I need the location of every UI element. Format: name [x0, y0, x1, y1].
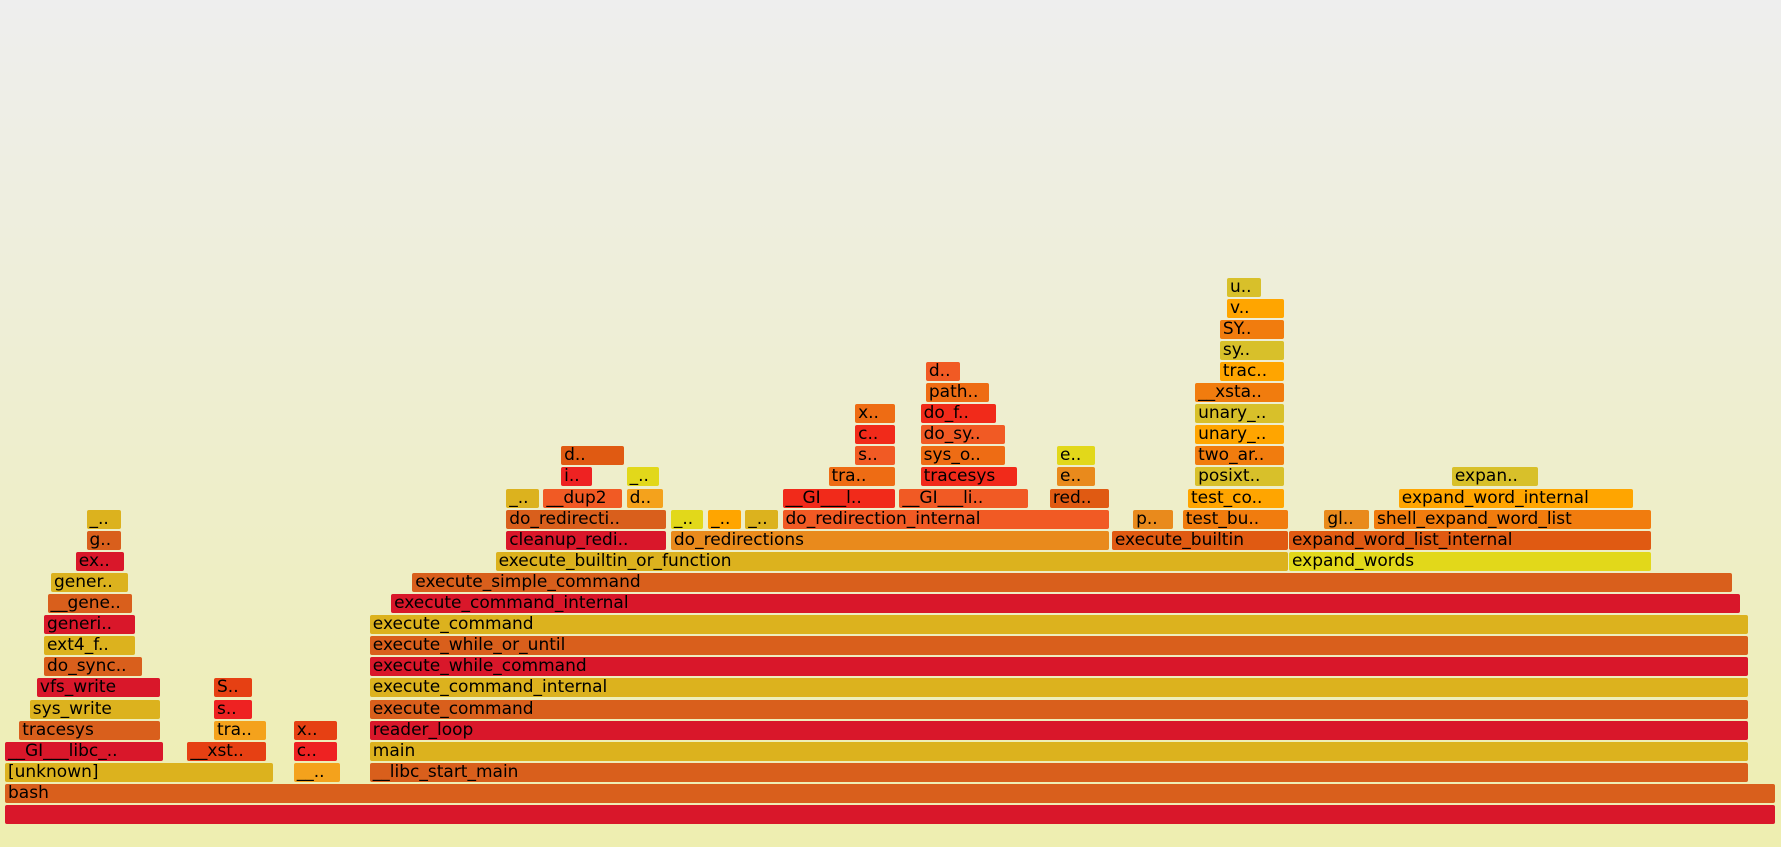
flame-frame[interactable]: sy.. — [1219, 340, 1285, 360]
flame-frame[interactable]: tra.. — [828, 467, 895, 487]
flame-frame[interactable]: expand_words — [1289, 551, 1652, 571]
flame-frame[interactable]: d.. — [561, 446, 624, 466]
flame-frame[interactable]: gl.. — [1324, 509, 1370, 529]
flame-frame[interactable]: __libc_start_main — [369, 762, 1749, 782]
flame-frame[interactable]: _.. — [506, 488, 539, 508]
flame-frame[interactable]: __.. — [293, 762, 341, 782]
flame-frame[interactable]: execute_command_internal — [369, 678, 1749, 698]
flame-frame[interactable]: main — [369, 741, 1749, 761]
flame-frame[interactable]: tracesys — [19, 720, 160, 740]
flame-frame[interactable]: execute_command — [369, 615, 1749, 635]
flame-frame[interactable]: _.. — [86, 509, 121, 529]
flame-frame[interactable]: posixt.. — [1195, 467, 1285, 487]
flame-frame[interactable]: x.. — [293, 720, 337, 740]
flame-frame[interactable]: c.. — [855, 425, 895, 445]
flame-frame[interactable]: u.. — [1227, 277, 1262, 297]
flame-frame[interactable]: d.. — [925, 361, 961, 381]
flame-frame[interactable]: v.. — [1227, 298, 1285, 318]
flame-frame[interactable]: expand_word_list_internal — [1289, 530, 1652, 550]
flame-frame[interactable]: execute_builtin_or_function — [495, 551, 1288, 571]
flame-frame[interactable]: sys_o.. — [920, 446, 1005, 466]
flame-frame[interactable]: _.. — [670, 509, 704, 529]
flame-frame[interactable]: x.. — [855, 404, 895, 424]
flame-frame[interactable]: test_co.. — [1188, 488, 1285, 508]
flame-frame[interactable]: two_ar.. — [1195, 446, 1285, 466]
flame-frame[interactable]: _.. — [708, 509, 741, 529]
flame-frame[interactable]: g.. — [86, 530, 121, 550]
flame-frame[interactable]: _.. — [745, 509, 778, 529]
flame-frame[interactable]: execute_builtin — [1111, 530, 1288, 550]
flame-frame[interactable]: ex.. — [75, 551, 125, 571]
flame-frame[interactable]: red.. — [1049, 488, 1110, 508]
flame-frame[interactable]: unary_.. — [1195, 404, 1285, 424]
flame-frame[interactable]: e.. — [1057, 467, 1095, 487]
flame-frame[interactable]: expand_word_internal — [1398, 488, 1634, 508]
flame-frame[interactable]: shell_expand_word_list — [1374, 509, 1651, 529]
flame-frame[interactable]: __xst.. — [187, 741, 267, 761]
flame-frame[interactable]: do_sync.. — [44, 657, 143, 677]
flame-frame[interactable]: i.. — [561, 467, 592, 487]
flame-frame[interactable]: __dup2 — [543, 488, 623, 508]
flame-frame[interactable]: __gene.. — [47, 594, 132, 613]
flame-frame[interactable]: ext4_f.. — [44, 636, 136, 656]
flame-frame[interactable]: do_redirection_internal — [782, 509, 1110, 529]
flame-frame[interactable]: do_redirections — [670, 530, 1110, 550]
flame-frame[interactable]: execute_command_internal — [391, 594, 1740, 613]
flame-frame[interactable]: p.. — [1133, 509, 1173, 529]
flame-frame[interactable] — [5, 805, 1775, 824]
flame-frame[interactable]: execute_while_or_until — [369, 636, 1749, 656]
flame-frame[interactable]: execute_simple_command — [412, 572, 1733, 592]
flame-frame[interactable]: unary_.. — [1195, 425, 1285, 445]
flame-frame[interactable]: generi.. — [44, 615, 136, 635]
flame-frame[interactable]: vfs_write — [36, 678, 160, 698]
flame-frame[interactable]: c.. — [293, 741, 337, 761]
flame-frame[interactable]: gener.. — [51, 572, 128, 592]
flame-frame[interactable]: s.. — [214, 699, 252, 719]
flame-frame[interactable]: _.. — [626, 467, 660, 487]
flame-frame[interactable]: reader_loop — [369, 720, 1749, 740]
flame-frame[interactable]: __GI___libc_.. — [5, 741, 164, 761]
flame-frame[interactable]: do_f.. — [920, 404, 996, 424]
flame-frame[interactable]: sys_write — [29, 699, 160, 719]
flame-frame[interactable]: expan.. — [1451, 467, 1538, 487]
flame-frame[interactable]: __GI___li.. — [899, 488, 1028, 508]
flame-frame[interactable]: tracesys — [920, 467, 1017, 487]
flame-frame[interactable]: __GI___l.. — [782, 488, 895, 508]
flame-frame[interactable]: bash — [5, 783, 1775, 803]
flame-frame[interactable]: e.. — [1057, 446, 1095, 466]
flame-frame[interactable]: path.. — [925, 383, 989, 402]
flame-frame[interactable]: execute_command — [369, 699, 1749, 719]
flame-frame[interactable]: cleanup_redi.. — [506, 530, 667, 550]
flame-frame[interactable]: S.. — [214, 678, 252, 698]
flame-frame[interactable]: tra.. — [214, 720, 267, 740]
flame-frame[interactable]: __xsta.. — [1195, 383, 1285, 402]
flame-frame[interactable]: execute_while_command — [369, 657, 1749, 677]
flame-frame[interactable]: test_bu.. — [1182, 509, 1288, 529]
flame-frame[interactable]: trac.. — [1219, 361, 1285, 381]
flame-frame[interactable]: [unknown] — [5, 762, 274, 782]
flame-frame[interactable]: d.. — [626, 488, 663, 508]
flame-frame[interactable]: do_redirecti.. — [506, 509, 667, 529]
flame-frame[interactable]: do_sy.. — [920, 425, 1005, 445]
flame-frame[interactable]: s.. — [855, 446, 895, 466]
flame-frame[interactable]: SY.. — [1219, 319, 1285, 339]
